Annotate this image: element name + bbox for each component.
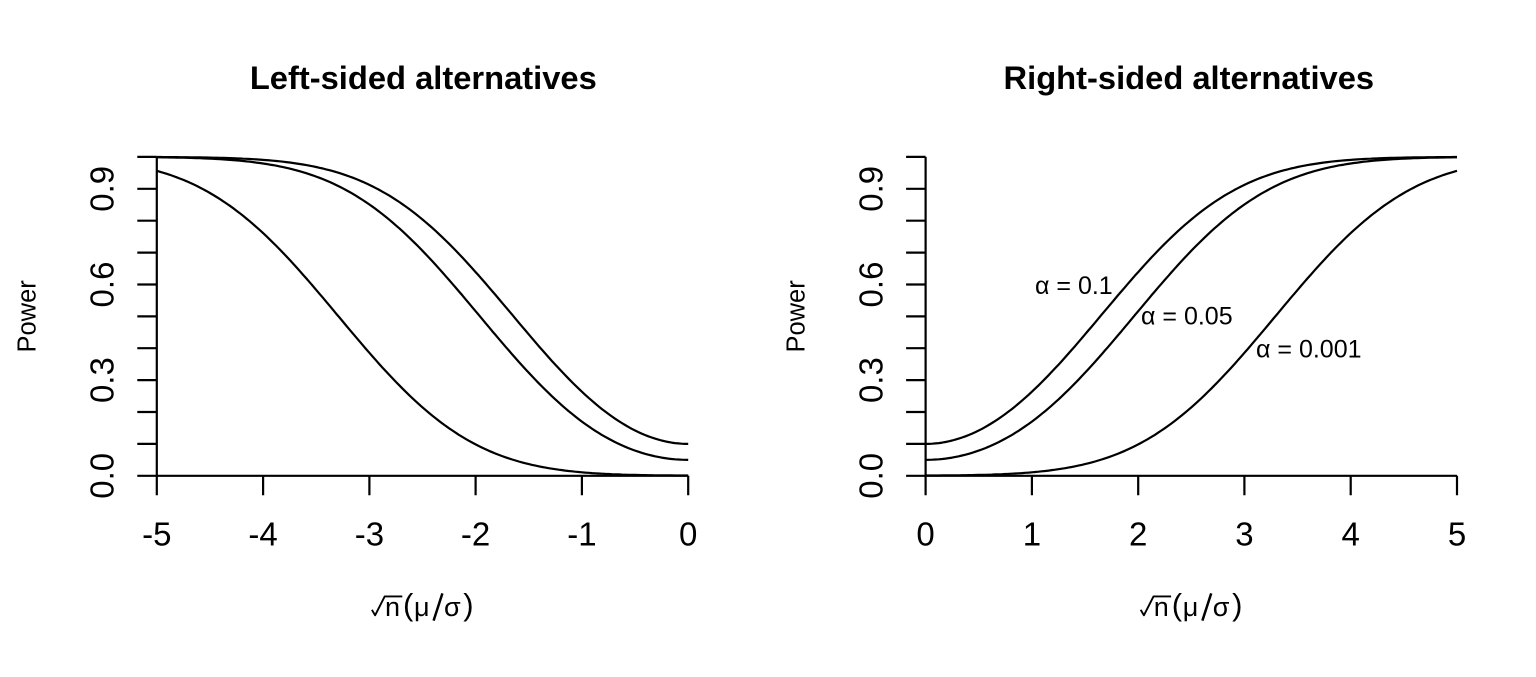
svg-text:0: 0: [679, 516, 697, 553]
svg-text:0: 0: [916, 516, 934, 553]
svg-text:): ): [1232, 587, 1242, 622]
svg-text:4: 4: [1342, 516, 1360, 553]
svg-text:-5: -5: [142, 516, 171, 553]
svg-text:-4: -4: [248, 516, 277, 553]
svg-text:n: n: [385, 592, 400, 622]
svg-text:0.3: 0.3: [852, 357, 889, 403]
svg-text:μ: μ: [414, 592, 430, 622]
svg-text:n: n: [1154, 592, 1169, 622]
svg-text:α = 0.1: α = 0.1: [1035, 272, 1113, 300]
svg-text:-1: -1: [567, 516, 596, 553]
svg-text:5: 5: [1448, 516, 1466, 553]
svg-text:-3: -3: [355, 516, 384, 553]
svg-text:μ: μ: [1183, 592, 1199, 622]
svg-text:Power: Power: [782, 280, 810, 353]
svg-text:0.0: 0.0: [84, 453, 121, 499]
svg-text:0.6: 0.6: [852, 262, 889, 308]
svg-text:Right-sided alternatives: Right-sided alternatives: [1004, 59, 1375, 96]
svg-text:3: 3: [1235, 516, 1253, 553]
svg-text:-2: -2: [461, 516, 490, 553]
svg-text:(: (: [1172, 587, 1183, 622]
svg-text:0.6: 0.6: [84, 262, 121, 308]
svg-text:): ): [463, 587, 473, 622]
svg-text:0.3: 0.3: [84, 357, 121, 403]
svg-text:α = 0.05: α = 0.05: [1141, 303, 1233, 331]
svg-text:0.9: 0.9: [84, 166, 121, 212]
svg-text:σ: σ: [444, 592, 461, 622]
svg-text:(: (: [403, 587, 414, 622]
svg-text:0.9: 0.9: [852, 166, 889, 212]
svg-text:Left-sided alternatives: Left-sided alternatives: [250, 59, 597, 96]
svg-text:0.0: 0.0: [852, 453, 889, 499]
svg-text:1: 1: [1023, 516, 1041, 553]
svg-text:Power: Power: [14, 280, 42, 353]
svg-text:α = 0.001: α = 0.001: [1256, 335, 1362, 363]
svg-text:2: 2: [1129, 516, 1147, 553]
svg-text:σ: σ: [1213, 592, 1230, 622]
